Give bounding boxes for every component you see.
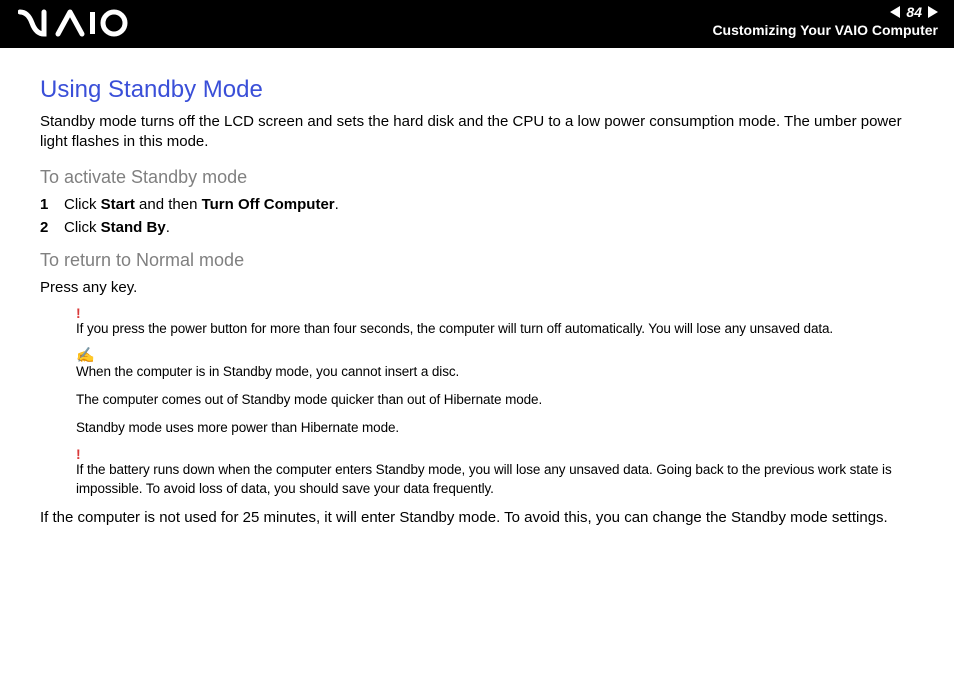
step-number: 2 — [40, 219, 64, 236]
page-content: Using Standby Mode Standby mode turns of… — [0, 48, 954, 528]
step-bold: Stand By — [101, 219, 166, 236]
note-text: When the computer is in Standby mode, yo… — [76, 363, 914, 381]
subhead-activate: To activate Standby mode — [40, 167, 914, 188]
vaio-logo — [18, 6, 128, 48]
return-text: Press any key. — [40, 279, 914, 296]
prev-page-arrow-icon[interactable] — [890, 6, 900, 18]
step-number: 1 — [40, 196, 64, 213]
note-icon: ✍ — [76, 348, 914, 363]
page-title: Using Standby Mode — [40, 76, 914, 104]
step-frag: and then — [135, 196, 202, 213]
warning-text: If you press the power button for more t… — [76, 320, 914, 338]
step-frag: Click — [64, 219, 101, 236]
step-1: 1 Click Start and then Turn Off Computer… — [40, 196, 914, 213]
section-title: Customizing Your VAIO Computer — [712, 22, 938, 38]
subhead-return: To return to Normal mode — [40, 250, 914, 271]
step-2: 2 Click Stand By. — [40, 219, 914, 236]
warning-icon: ! — [76, 447, 914, 461]
page-number: 84 — [906, 4, 922, 20]
step-text: Click Stand By. — [64, 219, 170, 236]
header-bar: 84 Customizing Your VAIO Computer — [0, 0, 954, 48]
notes-block: ! If you press the power button for more… — [76, 306, 914, 498]
vaio-logo-svg — [18, 6, 128, 40]
step-frag: . — [335, 196, 339, 213]
intro-text: Standby mode turns off the LCD screen an… — [40, 112, 914, 153]
note-text: The computer comes out of Standby mode q… — [76, 391, 914, 409]
header-right: 84 Customizing Your VAIO Computer — [712, 4, 938, 38]
step-frag: Click — [64, 196, 101, 213]
step-frag: . — [166, 219, 170, 236]
page-nav: 84 — [712, 4, 938, 20]
next-page-arrow-icon[interactable] — [928, 6, 938, 18]
step-bold: Start — [101, 196, 135, 213]
warning-icon: ! — [76, 306, 914, 320]
note-text: Standby mode uses more power than Hibern… — [76, 419, 914, 437]
step-text: Click Start and then Turn Off Computer. — [64, 196, 339, 213]
step-bold: Turn Off Computer — [202, 196, 335, 213]
warning-text: If the battery runs down when the comput… — [76, 461, 914, 497]
closing-text: If the computer is not used for 25 minut… — [40, 508, 914, 528]
steps-list: 1 Click Start and then Turn Off Computer… — [40, 196, 914, 236]
